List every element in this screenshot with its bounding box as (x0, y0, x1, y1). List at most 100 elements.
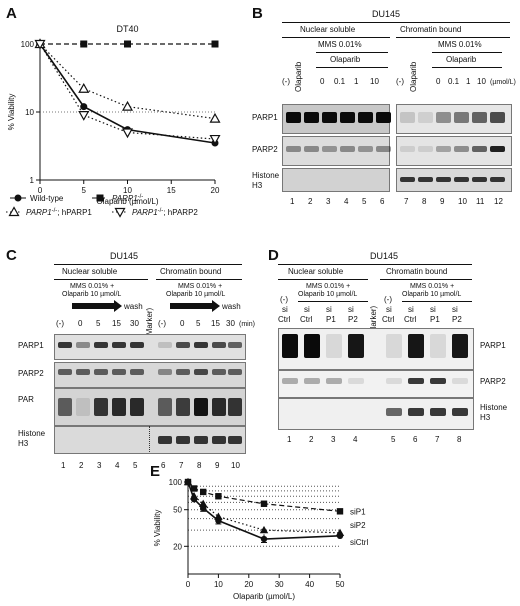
c-band-par (228, 398, 242, 416)
b-row-parp2: PARP2 (252, 145, 278, 154)
a-point (78, 82, 90, 93)
b-fraction-chromatin: Chromatin bound (400, 25, 462, 34)
b-lane-number: 1 (290, 197, 295, 206)
b-dose-0-left: 0 (320, 77, 325, 86)
d-lane-number: 2 (309, 435, 314, 444)
c-row-h3: H3 (18, 439, 29, 448)
d-target-2: Ctrl (300, 315, 313, 324)
c-band-h3 (228, 436, 242, 444)
b-band-parp1 (358, 112, 373, 123)
c-wash-arrow-right (170, 300, 220, 312)
c-wash-right: wash (222, 302, 241, 311)
d-top-rule (278, 264, 472, 265)
c-time-0-right: 0 (180, 319, 185, 328)
c-band-par (76, 398, 90, 416)
a-point (78, 111, 90, 121)
a-point (80, 103, 88, 111)
c-band-parp2 (176, 369, 190, 375)
d-lane-number: 4 (353, 435, 358, 444)
c-band-parp2 (112, 369, 126, 375)
a-x-tick-label: 15 (167, 186, 176, 195)
c-time-30-left: 30 (130, 319, 139, 328)
c-cell-line: DU145 (110, 251, 139, 261)
c-band-parp2 (212, 369, 226, 375)
e-y-tick-label: 50 (173, 506, 182, 515)
c-lane-number: 7 (179, 461, 184, 470)
c-band-parp2 (194, 369, 208, 375)
b-lane2-olaparib: Olaparib (294, 61, 303, 92)
c-band-parp1 (194, 342, 208, 348)
b-blot-parp2-nuc (282, 136, 390, 166)
b-band-parp1 (376, 112, 391, 123)
e-x-tick-label: 10 (214, 580, 223, 589)
e-x-tick-label: 30 (275, 580, 284, 589)
d-band-parp2 (408, 378, 424, 384)
e-series-label: siCtrl (350, 538, 368, 547)
d-rule-treat-left (298, 301, 368, 302)
b-rule-mms-left (316, 52, 388, 53)
b-band-parp2 (472, 146, 487, 152)
d-band-parp2 (304, 378, 320, 384)
d-lane-number: 5 (391, 435, 396, 444)
c-lane-number: 2 (79, 461, 84, 470)
d-band-parp1 (348, 334, 364, 358)
d-si-4: si (348, 305, 354, 314)
b-mms-right: MMS 0.01% (438, 40, 482, 49)
e-point (190, 496, 198, 503)
d-si-7: si (408, 305, 414, 314)
a-legend-marker (8, 206, 20, 217)
c-band-parp2 (130, 369, 144, 375)
d-si-3: si (326, 305, 332, 314)
d-rule-chromatin (380, 279, 472, 280)
b-olaparib-right: Olaparib (446, 55, 477, 64)
a-y-label: % Viability (7, 94, 16, 131)
c-band-h3 (212, 436, 226, 444)
b-rule-ola-right (432, 67, 502, 68)
c-band-parp1 (158, 342, 172, 348)
c-lane-number: 4 (115, 461, 120, 470)
a-x-tick-label: 10 (123, 186, 132, 195)
e-y-tick-label: 20 (173, 542, 182, 551)
b-band-parp2 (454, 146, 469, 152)
chart-a: DT40 1 10 100 0 5 10 15 20 Olaparib (µmol/L) % Via… (6, 24, 221, 218)
a-legend-label: PARP1-/- (112, 194, 143, 203)
d-treat2-left: Olaparib 10 µmol/L (298, 291, 358, 298)
d-rule-nuclear (278, 279, 368, 280)
a-point (124, 40, 131, 48)
panel-label-a: A (6, 5, 17, 22)
a-title: DT40 (116, 24, 138, 34)
b-top-rule (282, 22, 510, 23)
panel-label-b: B (252, 5, 263, 22)
a-x-label: Olaparib (µmol/L) (97, 197, 159, 206)
c-band-parp1 (176, 342, 190, 348)
c-treat1-right: MMS 0.01% + (178, 283, 223, 290)
c-band-par (158, 398, 172, 416)
b-band-h3 (418, 177, 433, 182)
e-y-label: % Viability (153, 510, 162, 547)
d-lane-number: 6 (413, 435, 418, 444)
b-lane-number: 2 (308, 197, 313, 206)
b-rule-nuclear (282, 37, 390, 38)
c-unit: (min) (239, 321, 255, 328)
b-lane8-olaparib: Olaparib (409, 61, 418, 92)
e-x-tick-label: 20 (244, 580, 253, 589)
c-band-h3 (194, 436, 208, 444)
e-point (336, 508, 344, 515)
b-rule-ola-left (316, 67, 388, 68)
d-band-h3 (430, 408, 446, 416)
c-fraction-chromatin: Chromatin bound (160, 267, 222, 276)
b-band-parp1 (304, 112, 319, 123)
a-legend-marker (114, 207, 126, 218)
b-row-parp1: PARP1 (252, 113, 278, 122)
a-y-tick-label: 100 (21, 40, 35, 49)
a-legend-marker (14, 194, 22, 202)
a-y-tick-label: 1 (30, 176, 35, 185)
b-lane-number: 5 (362, 197, 367, 206)
b-cell-line: DU145 (372, 9, 401, 19)
d-si-6: si (386, 305, 392, 314)
c-wash-arrow-left (72, 300, 122, 312)
e-series-line (187, 481, 341, 512)
d-row-parp1: PARP1 (480, 341, 506, 350)
c-band-par (194, 398, 208, 416)
